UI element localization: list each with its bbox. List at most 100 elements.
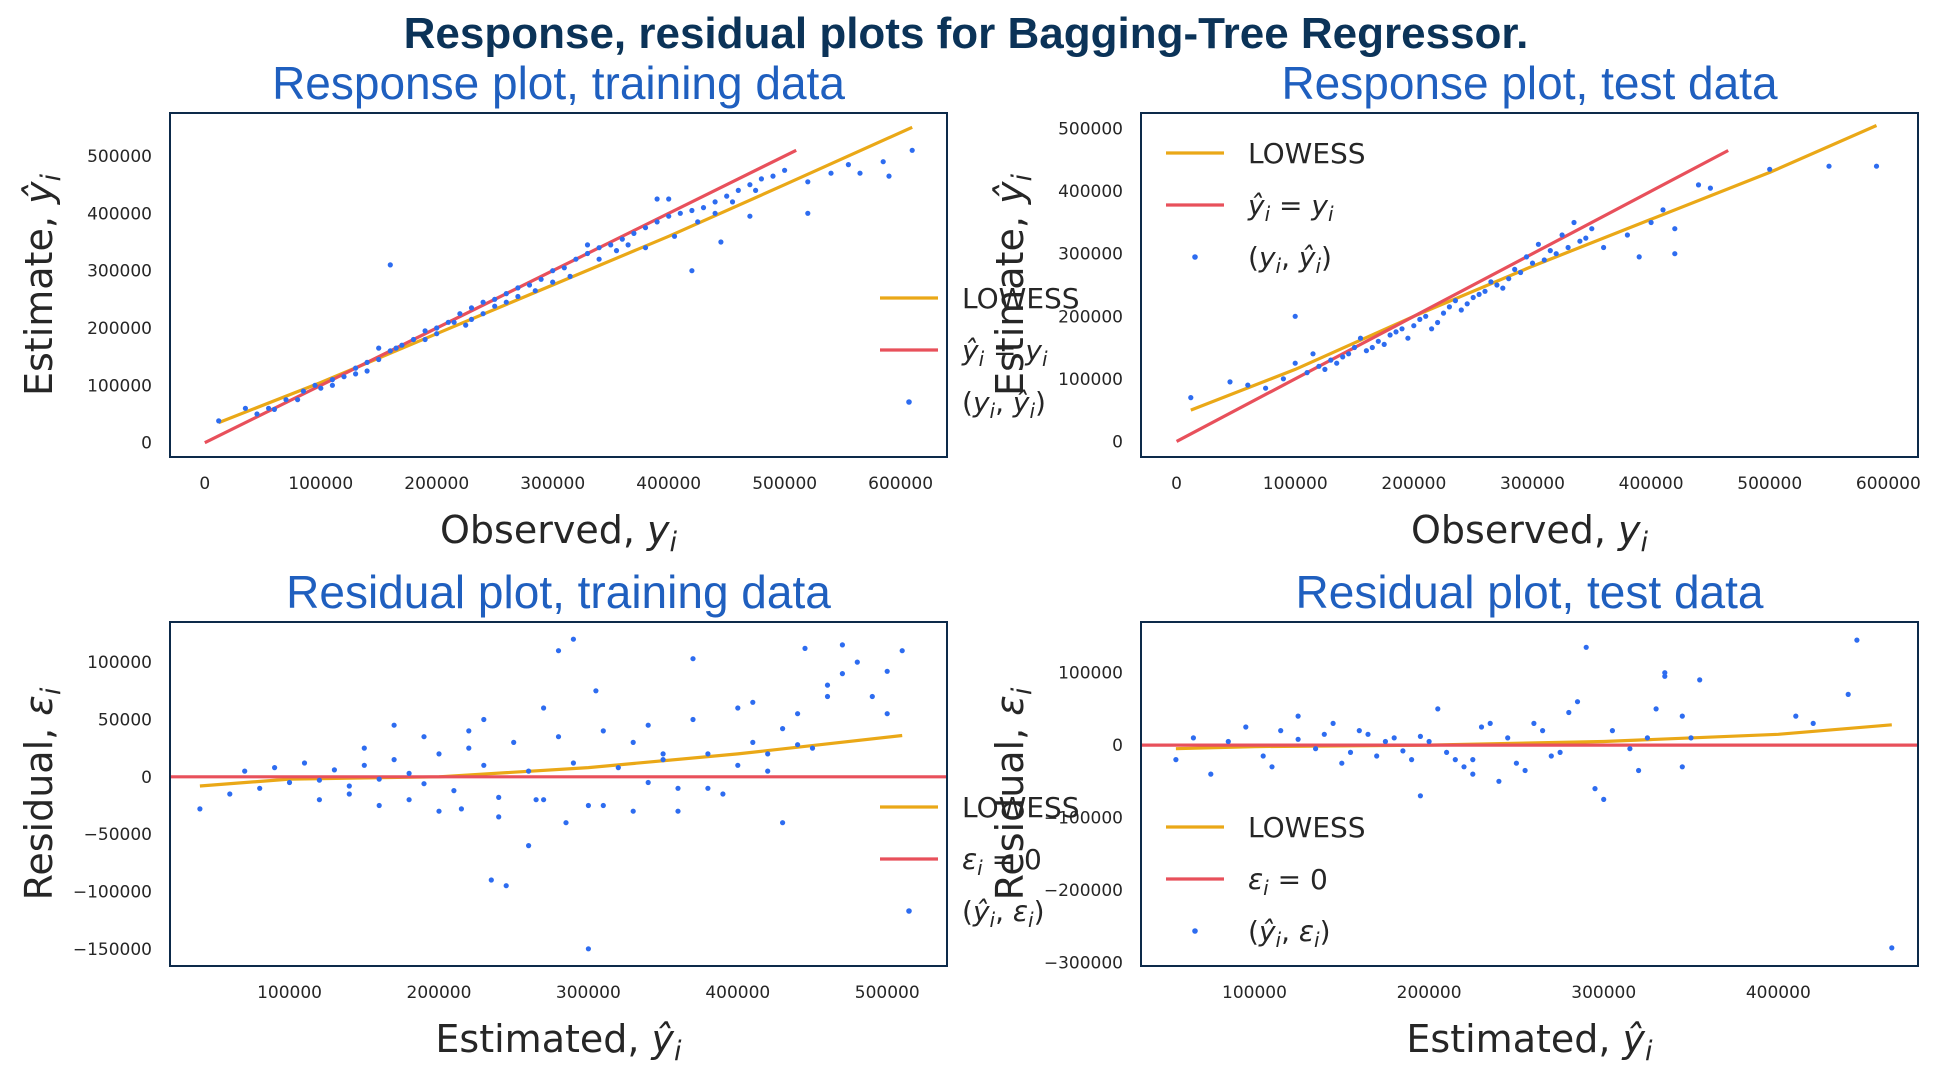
plot-area bbox=[1175, 124, 1880, 443]
data-point bbox=[809, 745, 816, 751]
y-tick-label: 200000 bbox=[87, 319, 152, 339]
data-point bbox=[765, 768, 771, 774]
data-point bbox=[1435, 319, 1441, 326]
data-point bbox=[346, 791, 352, 797]
data-point bbox=[666, 213, 672, 219]
data-point bbox=[526, 768, 532, 774]
data-point bbox=[1583, 644, 1589, 650]
data-point bbox=[596, 245, 602, 251]
y-axis-label: Estimate, ŷi​ bbox=[17, 174, 67, 397]
data-point bbox=[532, 288, 538, 294]
data-point bbox=[286, 779, 293, 786]
legend: LOWESS ŷi​ = yi​ (yi​, ŷi​) bbox=[880, 282, 1080, 423]
y-tick-label: 300000 bbox=[87, 262, 152, 282]
data-point bbox=[266, 405, 272, 411]
data-point bbox=[488, 877, 494, 883]
data-point bbox=[422, 328, 428, 334]
data-point bbox=[376, 356, 382, 363]
data-point bbox=[666, 196, 672, 202]
data-point bbox=[1470, 771, 1476, 777]
y-tick-label: 500000 bbox=[1058, 120, 1123, 140]
data-point bbox=[1482, 288, 1488, 294]
legend-marker bbox=[1192, 254, 1198, 260]
data-point bbox=[584, 242, 591, 248]
data-point bbox=[364, 359, 370, 365]
data-point bbox=[480, 311, 486, 317]
data-point bbox=[1409, 757, 1415, 763]
data-point bbox=[886, 173, 892, 179]
legend: LOWESS εi​ = 0 (ŷi​, εi​) bbox=[880, 791, 1080, 932]
data-point bbox=[1793, 713, 1799, 719]
data-point bbox=[671, 233, 678, 239]
data-point bbox=[567, 273, 573, 279]
legend-label: ŷi​ = yi​ bbox=[961, 334, 1048, 371]
chart-title: Residual plot, training data bbox=[286, 566, 831, 618]
data-point bbox=[496, 794, 502, 801]
data-point bbox=[1662, 670, 1668, 676]
data-point bbox=[869, 693, 875, 700]
x-tick-label: 500000 bbox=[1737, 474, 1802, 494]
data-point bbox=[406, 770, 412, 777]
data-point bbox=[1873, 163, 1880, 169]
data-point bbox=[613, 248, 620, 254]
data-point bbox=[1446, 304, 1452, 310]
y-tick-label: 100000 bbox=[87, 376, 152, 396]
data-point bbox=[445, 319, 451, 325]
data-point bbox=[301, 760, 308, 766]
data-point bbox=[550, 268, 556, 274]
data-point bbox=[393, 345, 399, 351]
x-tick-label: 400000 bbox=[1746, 983, 1811, 1003]
x-tick-label: 400000 bbox=[636, 474, 701, 494]
legend: LOWESS εi​ = 0 (ŷi​, εi​) bbox=[1166, 811, 1366, 952]
data-point bbox=[1190, 735, 1196, 741]
x-tick-label: 200000 bbox=[407, 983, 472, 1003]
data-point bbox=[376, 776, 382, 782]
legend-marker bbox=[906, 399, 912, 405]
data-point bbox=[1697, 677, 1703, 683]
y-tick-label: 0 bbox=[141, 768, 152, 788]
data-point bbox=[1375, 338, 1381, 344]
data-point bbox=[1679, 764, 1685, 770]
data-point bbox=[642, 225, 649, 231]
data-point bbox=[1494, 282, 1500, 288]
plot-area bbox=[170, 636, 947, 952]
data-point bbox=[625, 242, 631, 248]
data-point bbox=[839, 671, 846, 677]
data-point bbox=[724, 193, 730, 199]
data-point bbox=[824, 693, 831, 700]
data-point bbox=[1767, 166, 1773, 172]
legend-marker bbox=[906, 908, 912, 914]
data-point bbox=[593, 688, 599, 694]
data-point bbox=[1322, 366, 1328, 372]
data-point bbox=[845, 162, 852, 168]
y-tick-label: 100000 bbox=[87, 653, 152, 673]
data-point bbox=[705, 751, 711, 757]
y-tick-label: 200000 bbox=[1058, 307, 1123, 327]
data-point bbox=[481, 762, 487, 768]
data-point bbox=[1531, 720, 1537, 727]
data-point bbox=[735, 762, 741, 768]
data-point bbox=[1592, 786, 1598, 792]
data-point bbox=[1660, 207, 1666, 213]
x-tick-label: 100000 bbox=[257, 983, 322, 1003]
series-line-1 bbox=[204, 148, 797, 445]
data-point bbox=[782, 167, 788, 173]
x-tick-label: 500000 bbox=[855, 983, 920, 1003]
chart-response_test: Response plot, test data 0 100000 200000 300… bbox=[988, 57, 1921, 558]
y-tick-label: 0 bbox=[1112, 736, 1123, 756]
legend-label: (yi​, ŷi​) bbox=[1248, 241, 1332, 278]
x-tick-label: 400000 bbox=[1619, 474, 1684, 494]
data-point bbox=[1548, 753, 1554, 759]
data-point bbox=[451, 319, 457, 325]
chart-residual_test: Residual plot, test data 100000 200000 3000… bbox=[988, 566, 1919, 1067]
data-point bbox=[1369, 344, 1375, 351]
data-point bbox=[216, 418, 222, 424]
data-point bbox=[880, 159, 886, 165]
data-point bbox=[1854, 637, 1860, 643]
data-point bbox=[1263, 385, 1269, 391]
data-point bbox=[839, 642, 846, 648]
data-point bbox=[1627, 746, 1633, 752]
x-tick-label: 0 bbox=[1171, 474, 1182, 494]
data-point bbox=[436, 808, 442, 814]
x-tick-label: 300000 bbox=[1500, 474, 1565, 494]
